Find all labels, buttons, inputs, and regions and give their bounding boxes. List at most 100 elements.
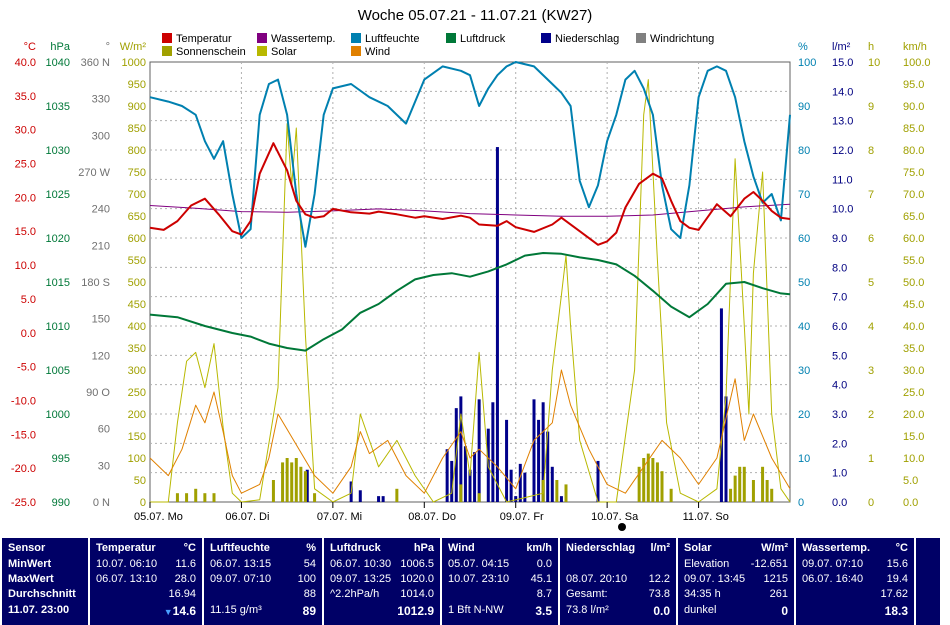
left-axis-tick: 250 <box>128 387 146 399</box>
water-max-value: 19.4 <box>886 573 908 585</box>
right-axis-tick: 75.0 <box>903 167 924 179</box>
lines-layer <box>149 61 791 503</box>
pressure-min-value: 1006.5 <box>400 558 434 570</box>
legend-swatch <box>351 33 361 43</box>
bar-sonnenschein <box>281 462 285 502</box>
water-header: Wassertemp. <box>802 542 871 554</box>
pressure-current-value: 1012.9 <box>397 604 434 618</box>
pressure-max-time: 09.07. 13:25 <box>330 573 392 585</box>
bar-niederschlag <box>523 472 527 502</box>
x-tick-label: 07.07. Mi <box>317 511 362 523</box>
water-avg-value: 17.62 <box>880 588 908 600</box>
left-axis-tick: 750 <box>128 167 146 179</box>
right-axis-tick: 60 <box>798 233 810 245</box>
bar-sonnenschein <box>765 480 769 502</box>
bar-niederschlag <box>358 490 362 502</box>
right-axis-tick: 0.0 <box>903 497 918 509</box>
bar-niederschlag <box>550 466 554 502</box>
rain-total-note: 73.8 l/m² <box>566 604 609 616</box>
legend-swatch <box>351 46 361 56</box>
bar-sonnenschein <box>285 458 289 502</box>
humidity-box: Luftfeuchte% 06.07. 13:15 54 09.07. 07:10… <box>204 538 322 625</box>
left-axis-tick: 25.0 <box>15 159 36 171</box>
left-axis-tick: 50 <box>134 475 146 487</box>
left-axis-tick: 850 <box>128 123 146 135</box>
bar-sonnenschein <box>303 471 307 502</box>
left-axis-tick: 30 <box>98 460 110 472</box>
left-axis-tick: 30.0 <box>15 125 36 137</box>
water-max-time: 06.07. 16:40 <box>802 573 864 585</box>
legend-label: Solar <box>271 46 297 58</box>
right-axis-tick: 12.0 <box>832 145 853 157</box>
left-axis-unit: W/m² <box>120 41 147 53</box>
temperature-avg-value: 16.94 <box>168 588 196 600</box>
right-axis-tick: 8.0 <box>832 262 847 274</box>
wind-max-time: 10.07. 23:10 <box>448 573 510 585</box>
left-axis-tick: 150 <box>92 314 110 326</box>
right-axis-tick: 55.0 <box>903 255 924 267</box>
bar-niederschlag <box>537 419 541 502</box>
right-axis-tick: 5 <box>868 277 874 289</box>
wind-box: Wind km/h 05.07. 04:15 0.0 10.07. 23:10 45.… <box>442 538 558 625</box>
left-axis-tick: 120 <box>92 350 110 362</box>
bar-sonnenschein <box>212 493 216 502</box>
right-axis-tick: 50.0 <box>903 277 924 289</box>
left-axis-tick: 1015 <box>46 277 70 289</box>
right-axis-tick: 100 <box>798 57 816 69</box>
temperature-current-number: 14.6 <box>172 604 196 618</box>
bar-niederschlag <box>305 469 309 502</box>
legend-swatch <box>162 33 172 43</box>
solar-header: Solar <box>684 542 712 554</box>
row-label-current: 11.07. 23:00 <box>8 604 70 616</box>
wind-min-value: 0.0 <box>536 558 552 570</box>
left-axis-tick: 0.0 <box>21 328 36 340</box>
left-axis-tick: -15.0 <box>11 429 36 441</box>
solar-unit: W/m² <box>761 542 788 554</box>
bar-sonnenschein <box>751 480 755 502</box>
bar-sonnenschein <box>185 493 189 502</box>
left-axis-tick: 800 <box>128 145 146 157</box>
right-axis-tick: 50 <box>798 277 810 289</box>
rain-total-label: Gesamt: <box>566 588 608 600</box>
rain-unit: l/m² <box>650 542 670 554</box>
left-axis-tick: 270 W <box>78 167 110 179</box>
bar-sonnenschein <box>655 462 659 502</box>
right-axis-tick: 90 <box>798 101 810 113</box>
right-axis-tick: 3 <box>868 365 874 377</box>
bar-sonnenschein <box>175 493 179 502</box>
humidity-header: Luftfeuchte <box>210 542 270 554</box>
right-axis-tick: 2 <box>868 409 874 421</box>
pressure-avg-value: 1014.0 <box>400 588 434 600</box>
right-axis-tick: 80.0 <box>903 145 924 157</box>
left-axis-tick: 150 <box>128 431 146 443</box>
trend-down-icon: ▼ <box>163 607 173 617</box>
humidity-min-value: 54 <box>303 558 316 570</box>
water-min-time: 09.07. 07:10 <box>802 558 864 570</box>
legend-swatch <box>162 46 172 56</box>
left-axis-tick: 300 <box>128 365 146 377</box>
bar-niederschlag <box>463 446 467 502</box>
right-axis-tick: 40 <box>798 321 810 333</box>
legend-swatch <box>257 33 267 43</box>
bar-sonnenschein <box>564 484 568 502</box>
solar-sunshine-hours: 34:35 h <box>684 588 721 600</box>
legend-swatch <box>446 33 456 43</box>
left-axis-unit: °C <box>24 41 36 53</box>
x-tick-label: 09.07. Fr <box>500 511 544 523</box>
right-axis-tick: 40.0 <box>903 321 924 333</box>
bar-niederschlag <box>596 460 600 502</box>
left-axis-tick: 1000 <box>46 409 70 421</box>
left-axis-tick: 1010 <box>46 321 70 333</box>
temperature-max-value: 28.0 <box>174 573 196 585</box>
left-axis-tick: 1000 <box>122 57 146 69</box>
right-axis-tick: 0.0 <box>832 497 847 509</box>
temperature-max-time: 06.07. 13:10 <box>96 573 158 585</box>
bar-sonnenschein <box>761 466 765 502</box>
series-line-luftfeuchte <box>149 61 791 248</box>
left-axis-tick: 650 <box>128 211 146 223</box>
left-axis-tick: 950 <box>128 79 146 91</box>
bar-niederschlag <box>381 496 385 502</box>
bar-niederschlag <box>514 496 518 502</box>
right-axis-tick: 35.0 <box>903 343 924 355</box>
row-label-avg: Durchschnitt <box>8 588 76 600</box>
